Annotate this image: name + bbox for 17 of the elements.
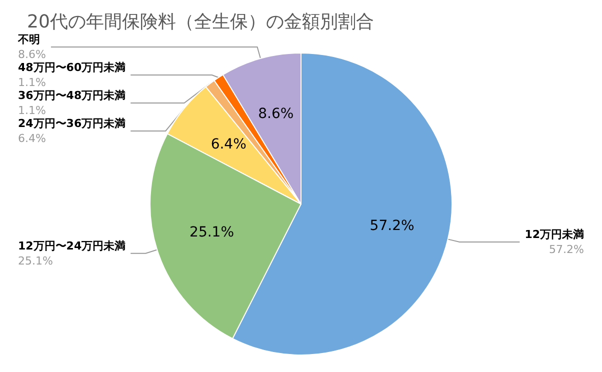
- data-label: 57.2%: [549, 242, 584, 256]
- slice-label: 12万円未満: [524, 228, 584, 241]
- text: 25.1%: [190, 224, 234, 240]
- text: 57.2%: [370, 218, 414, 234]
- slice-label: 36万円〜48万円未満: [18, 88, 126, 102]
- data-label: 8.6%: [18, 48, 46, 61]
- text: 8.6%: [258, 106, 294, 122]
- data-label: 1.1%: [18, 104, 46, 117]
- text: 6.4%: [18, 132, 46, 145]
- slice-label: 不明: [17, 32, 40, 46]
- data-label: 6.4%: [210, 136, 246, 153]
- data-label: 1.1%: [18, 76, 46, 89]
- slice-label: 24万円〜36万円未満: [18, 116, 126, 130]
- chart-title: 20代の年間保険料（全生保）の金額別割合: [27, 12, 374, 32]
- data-label: 25.1%: [18, 254, 53, 268]
- slice-label: 12万円〜24万円未満: [18, 239, 126, 252]
- slice-label: 48万円〜60万円未満: [18, 60, 126, 74]
